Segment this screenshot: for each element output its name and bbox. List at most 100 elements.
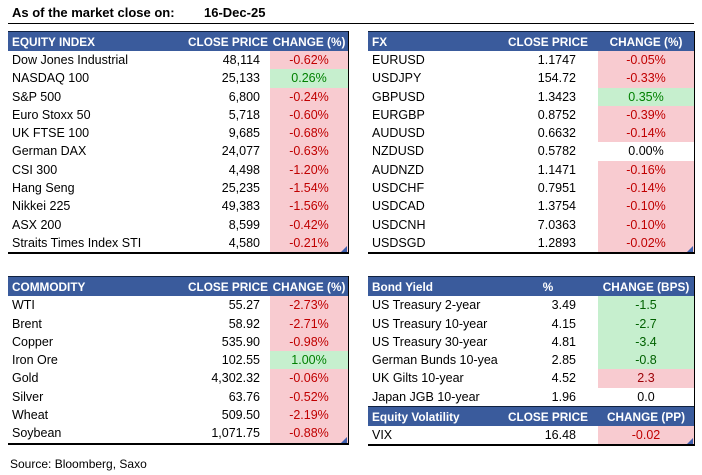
as-of-label: As of the market close on: [12, 5, 175, 20]
table-row: Euro Stoxx 50 5,718 -0.60% [8, 105, 348, 125]
instrument-name-cell: Straits Times Index STI [12, 235, 142, 250]
close-price-cell: 102.55 [221, 353, 260, 368]
instrument-name-cell: Wheat [12, 408, 49, 423]
instrument-name-cell: Hang Seng [12, 181, 75, 196]
fx-header-row: FX CLOSE PRICE CHANGE (%) [368, 31, 694, 51]
instrument-name-cell: Brent [12, 316, 42, 331]
instrument-name-cell: USDCAD [372, 199, 425, 214]
yield-value-cell: 4.52 [551, 371, 576, 386]
table-row: Iron Ore 102.55 1.00% [8, 351, 348, 370]
instrument-name-cell: Iron Ore [12, 353, 58, 368]
change-cell: -0.39% [598, 105, 694, 125]
close-price-cell: 25,235 [221, 181, 260, 196]
close-price-cell: 4,302.32 [211, 371, 260, 386]
instrument-name-cell: AUDNZD [372, 162, 425, 177]
bond-yield-header-row: Bond Yield % CHANGE (BPS) [368, 276, 694, 297]
yield-value-cell: 4.15 [551, 316, 576, 331]
table-row: Gold 4,302.32 -0.06% [8, 369, 348, 388]
commodity-rows: WTI 55.27 -2.73% Brent 58.92 -2.71% Copp… [8, 296, 348, 443]
yield-value-cell: 3.49 [551, 298, 576, 313]
table-row: German DAX 24,077 -0.63% [8, 142, 348, 161]
change-cell: -0.88% [270, 424, 348, 443]
equity-index-header-row: EQUITY INDEX CLOSE PRICE CHANGE (%) [8, 31, 348, 51]
change-cell: -0.14% [598, 124, 694, 143]
change-cell: -0.60% [270, 105, 348, 125]
column-header-close-price: CLOSE PRICE [188, 280, 268, 295]
instrument-name-cell: EURUSD [372, 53, 425, 67]
as-of-date: 16-Dec-25 [204, 5, 266, 20]
table-row: USDCNH 7.0363 -0.10% [368, 215, 694, 234]
close-price-cell: 16.48 [544, 428, 576, 443]
instrument-name-cell: Nikkei 225 [12, 199, 71, 214]
table-row: Dow Jones Industrial 48,114 -0.62% [8, 51, 348, 70]
table-row: GBPUSD 1.3423 0.35% [368, 87, 694, 106]
close-price-cell: 0.6632 [537, 126, 576, 141]
table-row: Japan JGB 10-year 1.96 0.0 [368, 388, 694, 406]
instrument-name-cell: VIX [372, 428, 393, 443]
change-cell: -1.5 [598, 296, 694, 315]
instrument-name-cell: Dow Jones Industrial [12, 53, 129, 67]
table-row: ASX 200 8,599 -0.42% [8, 215, 348, 234]
instrument-name-cell: US Treasury 30-year [372, 334, 488, 349]
instrument-name-cell: USDJPY [372, 71, 422, 86]
table-row: EURUSD 1.1747 -0.05% [368, 51, 694, 70]
column-header-commodity: COMMODITY [12, 280, 86, 295]
close-price-cell: 509.50 [221, 408, 260, 423]
change-cell: -0.62% [270, 51, 348, 70]
close-price-cell: 49,383 [221, 199, 260, 214]
change-cell: -0.21% [270, 233, 348, 253]
excel-corner-mark-icon [687, 246, 693, 253]
instrument-name-cell: USDCHF [372, 181, 425, 196]
close-price-cell: 5,718 [228, 107, 260, 122]
close-price-cell: 63.76 [228, 389, 260, 404]
instrument-name-cell: UK FTSE 100 [12, 126, 90, 141]
commodity-header-row: COMMODITY CLOSE PRICE CHANGE (%) [8, 276, 348, 297]
instrument-name-cell: German DAX [12, 144, 87, 159]
fx-table: FX CLOSE PRICE CHANGE (%) EURUSD 1.1747 … [368, 31, 695, 255]
table-row: UK FTSE 100 9,685 -0.68% [8, 124, 348, 143]
close-price-cell: 9,685 [228, 126, 260, 141]
table-row: Brent 58.92 -2.71% [8, 314, 348, 333]
close-price-cell: 24,077 [221, 144, 260, 159]
instrument-name-cell: US Treasury 10-year [372, 316, 488, 331]
close-price-cell: 8,599 [228, 217, 260, 232]
close-price-cell: 1.3754 [537, 199, 576, 214]
change-cell: -2.7 [598, 314, 694, 333]
change-cell: -0.02% [598, 233, 694, 253]
change-cell: 0.0 [637, 389, 655, 404]
table-row: USDCAD 1.3754 -0.10% [368, 197, 694, 216]
table-row: German Bunds 10-year 2.85 -0.8 [368, 351, 694, 370]
column-header-fx: FX [372, 35, 388, 49]
instrument-name-cell: GBPUSD [372, 89, 425, 104]
column-header-change-pct: CHANGE (%) [609, 35, 683, 49]
table-row: NZDUSD 0.5782 0.00% [368, 142, 694, 160]
table-row: VIX 16.48 -0.02 [368, 426, 694, 445]
table-row: S&P 500 6,800 -0.24% [8, 87, 348, 106]
change-cell: 0.00% [628, 144, 664, 159]
instrument-name-cell: German Bunds 10-year [372, 353, 498, 368]
change-cell: -0.8 [598, 351, 694, 370]
yield-value-cell: 2.85 [551, 353, 576, 368]
change-cell: -0.63% [270, 142, 348, 161]
table-row: EURGBP 0.8752 -0.39% [368, 105, 694, 125]
close-price-cell: 6,800 [228, 89, 260, 104]
column-header-close-price: CLOSE PRICE [508, 410, 588, 425]
table-row: Hang Seng 25,235 -1.54% [8, 179, 348, 198]
column-header-percent: % [542, 280, 554, 295]
left-column: EQUITY INDEX CLOSE PRICE CHANGE (%) Dow … [8, 31, 349, 471]
excel-corner-mark-icon [341, 436, 347, 443]
table-row: CSI 300 4,498 -1.20% [8, 160, 348, 180]
column-header-close-price: CLOSE PRICE [508, 35, 588, 49]
instrument-name-cell: Euro Stoxx 50 [12, 107, 91, 122]
column-header-change-pct: CHANGE (%) [272, 280, 346, 295]
table-row: NASDAQ 100 25,133 0.26% [8, 69, 348, 88]
column-header-change-pp: CHANGE (PP) [607, 410, 685, 425]
equity-volatility-rows: VIX 16.48 -0.02 [368, 426, 694, 445]
equity-index-table: EQUITY INDEX CLOSE PRICE CHANGE (%) Dow … [8, 31, 349, 255]
instrument-name-cell: CSI 300 [12, 162, 58, 177]
change-cell: -0.10% [598, 215, 694, 234]
table-row: Copper 535.90 -0.98% [8, 332, 348, 352]
close-price-cell: 0.5782 [537, 144, 576, 159]
table-row: Nikkei 225 49,383 -1.56% [8, 197, 348, 216]
